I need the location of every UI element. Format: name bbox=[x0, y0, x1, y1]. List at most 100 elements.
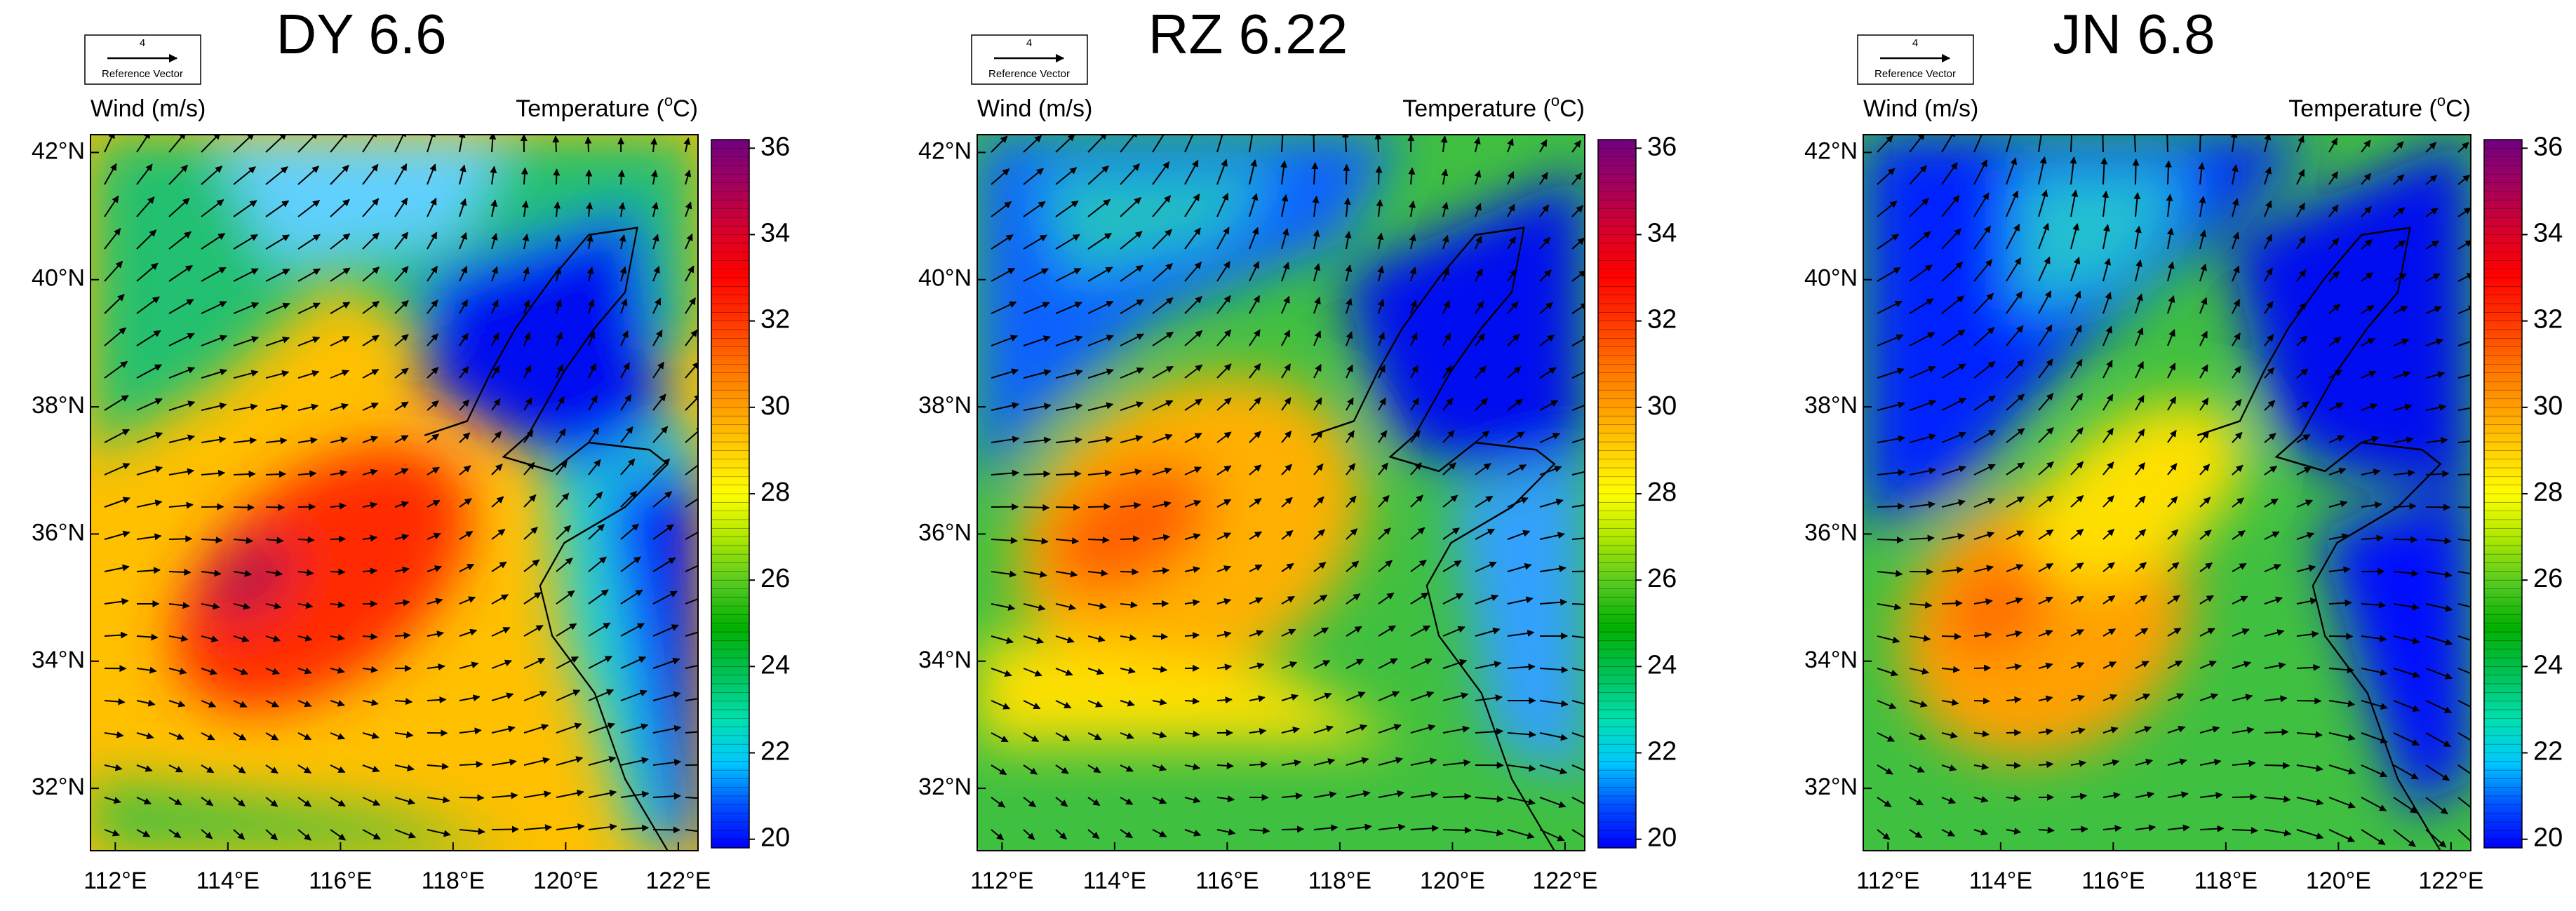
wind-arrow bbox=[685, 797, 698, 799]
wind-arrow bbox=[394, 501, 409, 508]
wind-arrow bbox=[2102, 135, 2104, 153]
wind-arrow bbox=[1571, 205, 1584, 217]
wind-arrow bbox=[1281, 628, 1296, 637]
wind-arrow bbox=[1475, 594, 1499, 605]
wind-arrow bbox=[201, 732, 215, 741]
wind-arrow bbox=[2006, 223, 2020, 250]
wind-arrow bbox=[1408, 167, 1416, 185]
wind-arrow bbox=[620, 330, 629, 346]
wind-arrow bbox=[1539, 204, 1550, 217]
wind-arrow bbox=[1249, 695, 1266, 703]
wind-arrow bbox=[330, 403, 349, 411]
wind-arrow bbox=[1249, 227, 1259, 250]
wind-arrow bbox=[1441, 168, 1449, 185]
wind-arrow bbox=[297, 437, 318, 445]
wind-arrow bbox=[1941, 600, 1963, 607]
wind-arrow bbox=[168, 635, 189, 642]
wind-arrow bbox=[1539, 532, 1565, 540]
wind-arrow bbox=[1877, 435, 1906, 443]
wind-arrow bbox=[2038, 324, 2053, 346]
wind-arrow bbox=[2199, 562, 2213, 572]
wind-arrow bbox=[1507, 269, 1517, 282]
wind-arrow bbox=[233, 166, 256, 185]
wind-arrow bbox=[233, 602, 251, 610]
wind-arrow bbox=[362, 368, 380, 379]
wind-arrow bbox=[1152, 365, 1174, 379]
wind-arrow bbox=[1442, 332, 1451, 346]
wind-arrow bbox=[1475, 661, 1502, 669]
wind-arrow bbox=[104, 294, 125, 314]
wind-arrow bbox=[1410, 757, 1437, 766]
wind-arrow bbox=[1055, 668, 1073, 676]
x-tick-label: 112°E bbox=[970, 868, 1033, 894]
wind-arrow bbox=[1216, 598, 1232, 605]
wind-arrow bbox=[652, 557, 676, 572]
wind-arrow bbox=[2393, 469, 2415, 477]
wind-arrow bbox=[2328, 271, 2340, 282]
wind-arrow bbox=[1346, 331, 1353, 346]
wind-arrow bbox=[1216, 532, 1232, 540]
wind-arrow bbox=[2232, 365, 2241, 379]
wind-arrow bbox=[2264, 531, 2280, 540]
wind-arrow bbox=[265, 504, 286, 511]
wind-arrow bbox=[265, 166, 288, 185]
x-tick-label: 114°E bbox=[1969, 868, 2032, 894]
wind-arrow bbox=[233, 234, 258, 250]
wind-arrow bbox=[297, 700, 312, 707]
wind-arrow bbox=[1023, 268, 1049, 282]
wind-arrow bbox=[1313, 496, 1324, 508]
wind-arrow bbox=[1184, 159, 1199, 185]
wind-arrow bbox=[2393, 436, 2414, 444]
wind-arrow bbox=[2232, 198, 2239, 217]
wind-arrow bbox=[2328, 468, 2347, 475]
wind-arrow bbox=[2199, 364, 2208, 379]
wind-arrow bbox=[2198, 162, 2206, 185]
wind-arrow bbox=[2167, 496, 2178, 508]
wind-arrow bbox=[1507, 797, 1536, 806]
wind-arrow bbox=[2199, 330, 2208, 346]
wind-arrow bbox=[2006, 291, 2023, 314]
wind-arrow bbox=[2232, 595, 2248, 605]
wind-arrow bbox=[620, 491, 638, 508]
wind-arrow bbox=[2328, 238, 2340, 250]
wind-arrow bbox=[1442, 659, 1468, 669]
wind-arrow bbox=[2393, 603, 2420, 611]
wind-arrow bbox=[459, 760, 483, 768]
x-tick-label: 114°E bbox=[1083, 868, 1146, 894]
wind-arrow bbox=[265, 569, 283, 577]
wind-arrow bbox=[1475, 728, 1504, 736]
wind-arrow bbox=[2070, 529, 2084, 540]
wind-arrow bbox=[1378, 365, 1386, 379]
y-tick-label: 32°N bbox=[1804, 774, 1858, 800]
wind-arrow bbox=[1941, 162, 1958, 185]
wind-arrow bbox=[650, 137, 658, 153]
wind-arrow bbox=[1442, 365, 1452, 379]
wind-arrow bbox=[104, 631, 128, 639]
wind-arrow bbox=[265, 602, 282, 609]
wind-arrow bbox=[2361, 140, 2371, 153]
wind-arrow bbox=[1909, 198, 1929, 217]
wind-arrow bbox=[620, 623, 645, 637]
wind-arrow bbox=[330, 233, 351, 250]
wind-arrow bbox=[2457, 305, 2471, 314]
wind-arrow bbox=[1152, 797, 1167, 804]
wind-arrow bbox=[685, 631, 698, 637]
x-tick-label: 118°E bbox=[422, 868, 485, 894]
wind-arrow bbox=[362, 135, 377, 153]
wind-arrow bbox=[1216, 565, 1232, 572]
wind-arrow bbox=[491, 496, 504, 508]
wind-arrow bbox=[1475, 561, 1497, 572]
wind-arrow bbox=[1152, 400, 1174, 411]
wind-arrow bbox=[1571, 173, 1583, 185]
wind-arrow bbox=[1023, 537, 1049, 545]
wind-arrow bbox=[1346, 757, 1369, 766]
wind-arrow bbox=[991, 368, 1019, 379]
wind-arrow bbox=[1909, 635, 1931, 642]
wind-arrow bbox=[1378, 462, 1388, 475]
wind-arrow bbox=[297, 268, 321, 282]
wind-arrow bbox=[2232, 431, 2243, 443]
wind-arrow bbox=[620, 426, 633, 443]
wind-arrow bbox=[2135, 428, 2145, 443]
wind-arrow bbox=[1249, 159, 1258, 185]
wind-arrow bbox=[2006, 729, 2022, 736]
